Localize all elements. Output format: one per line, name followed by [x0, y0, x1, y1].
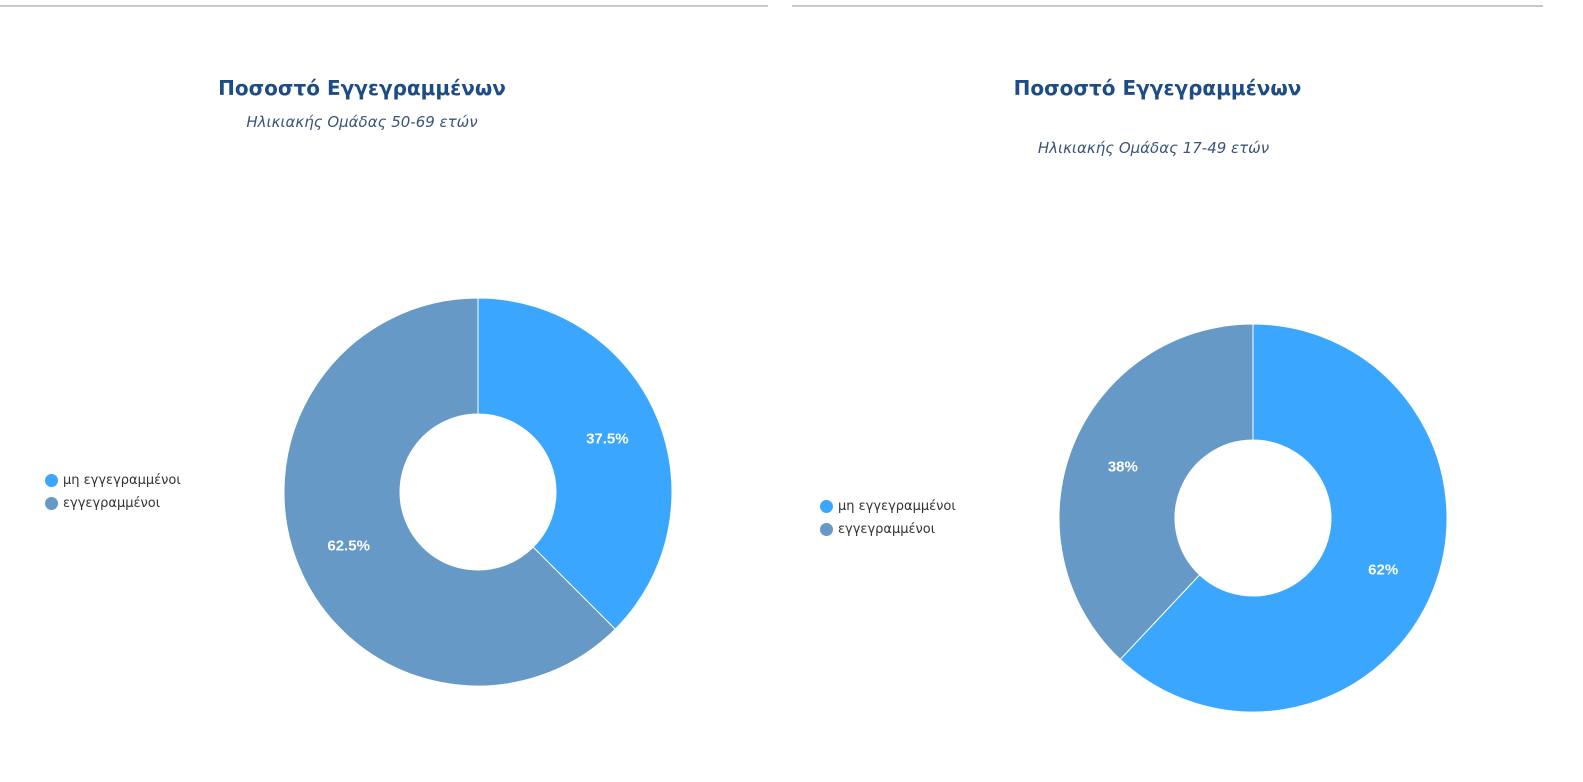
chart-panel-17-49: Ποσοστό Εγγεγραμμένων Ηλικιακής Ομάδας 1…	[792, 0, 1543, 782]
divider	[792, 5, 1543, 7]
donut-slice[interactable]	[477, 297, 673, 630]
data-label: 37.5%	[586, 430, 629, 447]
chart-subtitle: Ηλικιακής Ομάδας 17-49 ετών	[1037, 139, 1270, 157]
legend-label: μη εγγεγραμμένοι	[838, 499, 956, 514]
chart-title: Ποσοστό Εγγεγραμμένων	[218, 76, 506, 100]
legend-dot-icon	[45, 497, 58, 510]
legend-item-not-registered[interactable]: μη εγγεγραμμένοι	[820, 495, 956, 518]
legend-label: εγγεγραμμένοι	[838, 522, 936, 537]
data-label: 38%	[1108, 458, 1138, 475]
donut-slice[interactable]	[1119, 323, 1448, 713]
data-label: 62.5%	[327, 538, 370, 555]
legend: μη εγγεγραμμένοι εγγεγραμμένοι	[45, 469, 181, 515]
legend-item-registered[interactable]: εγγεγραμμένοι	[820, 518, 956, 541]
chart-subtitle: Ηλικιακής Ομάδας 50-69 ετών	[246, 113, 478, 131]
donut-slice[interactable]	[1058, 323, 1254, 661]
legend-dot-icon	[820, 523, 833, 536]
legend-dot-icon	[820, 500, 833, 513]
legend-label: μη εγγεγραμμένοι	[63, 473, 181, 488]
data-label: 62%	[1368, 562, 1398, 579]
legend-item-registered[interactable]: εγγεγραμμένοι	[45, 492, 181, 515]
legend-item-not-registered[interactable]: μη εγγεγραμμένοι	[45, 469, 181, 492]
chart-panel-50-69: Ποσοστό Εγγεγραμμένων Ηλικιακής Ομάδας 5…	[0, 0, 768, 782]
divider	[0, 5, 768, 7]
legend-label: εγγεγραμμένοι	[63, 496, 161, 511]
donut-chart: 62% 38%	[1058, 323, 1448, 713]
legend: μη εγγεγραμμένοι εγγεγραμμένοι	[820, 495, 956, 541]
chart-title: Ποσοστό Εγγεγραμμένων	[1013, 76, 1302, 100]
legend-dot-icon	[45, 474, 58, 487]
donut-chart: 37.5% 62.5%	[283, 297, 673, 687]
donut-slice[interactable]	[283, 297, 616, 687]
